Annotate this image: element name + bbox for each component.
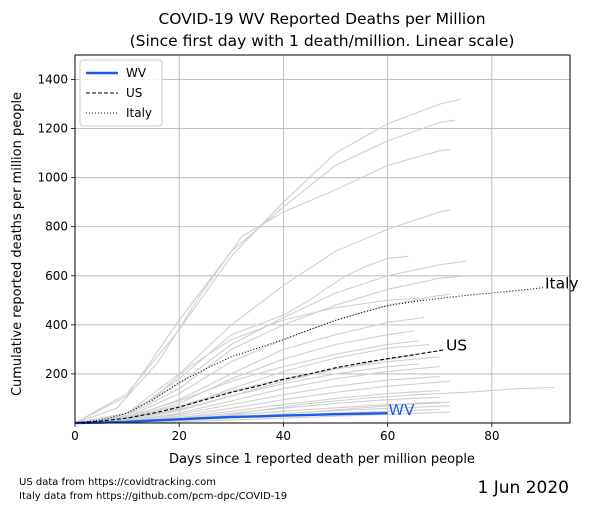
y-tick-label: 1000 (37, 171, 68, 185)
x-tick-label: 60 (380, 429, 395, 443)
background-series-line (74, 375, 440, 424)
legend: WV US Italy (79, 59, 163, 127)
legend-label-wv: WV (126, 66, 147, 80)
series-line-us (74, 348, 446, 424)
background-series-group (74, 98, 555, 424)
background-series-line (74, 98, 461, 424)
y-axis-ticks: 200 400 600 800 1000 1200 1400 (37, 73, 75, 381)
end-label-italy: Italy (545, 275, 579, 293)
source-note-italy: Italy data from https://github.com/pcm-d… (19, 491, 287, 502)
y-tick-label: 1200 (37, 122, 68, 136)
background-series-line (74, 363, 419, 424)
legend-label-us: US (126, 86, 142, 100)
y-tick-label: 400 (45, 318, 68, 332)
series-line-wv (74, 412, 388, 425)
x-axis-ticks: 0 20 40 60 80 (71, 423, 499, 443)
end-labels-group: WV US Italy (388, 275, 579, 420)
x-axis-label: Days since 1 reported death per million … (169, 452, 475, 467)
background-series-line (74, 411, 451, 424)
background-series-line (74, 119, 456, 424)
chart-title-line2: (Since first day with 1 death/million. L… (130, 32, 515, 50)
x-tick-label: 80 (484, 429, 499, 443)
plot-frame (74, 54, 571, 424)
background-series-line (74, 275, 466, 424)
date-stamp: 1 Jun 2020 (478, 478, 569, 498)
legend-label-italy: Italy (126, 106, 152, 120)
chart-title-line1: COVID-19 WV Reported Deaths per Million (158, 10, 485, 28)
x-tick-label: 40 (276, 429, 291, 443)
main-series-group (74, 287, 544, 425)
background-series-line (74, 297, 419, 424)
background-series-line (74, 148, 451, 424)
background-series-line (74, 293, 451, 424)
y-tick-label: 1400 (37, 73, 68, 87)
background-series-line (74, 340, 419, 424)
x-tick-label: 0 (71, 429, 79, 443)
end-label-wv: WV (389, 401, 415, 419)
background-series-line (74, 209, 451, 424)
background-series-line (74, 316, 425, 424)
background-series-line (74, 366, 440, 424)
y-axis-label: Cumulative reported deaths per million p… (10, 92, 25, 396)
y-tick-label: 800 (45, 220, 68, 234)
end-label-us: US (446, 336, 467, 354)
y-tick-label: 200 (45, 367, 68, 381)
y-tick-label: 600 (45, 269, 68, 283)
x-tick-label: 20 (172, 429, 187, 443)
source-note-us: US data from https://covidtracking.com (19, 477, 216, 488)
legend-box (79, 59, 163, 127)
background-series-line (74, 354, 414, 424)
